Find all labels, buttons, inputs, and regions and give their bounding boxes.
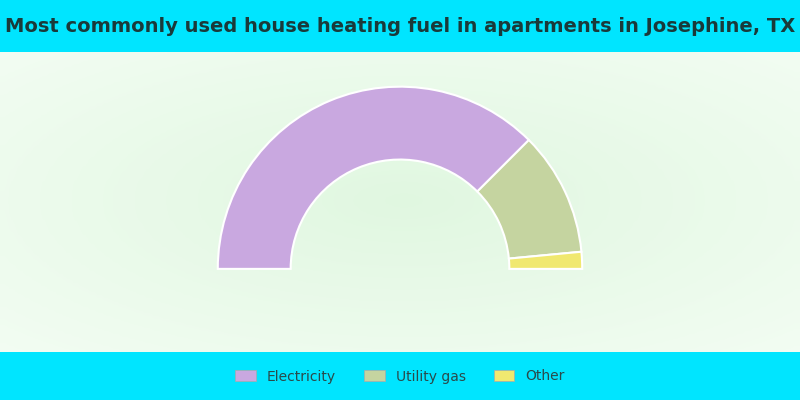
Wedge shape	[509, 252, 582, 269]
FancyBboxPatch shape	[0, 352, 800, 400]
Wedge shape	[478, 140, 582, 258]
Legend: Electricity, Utility gas, Other: Electricity, Utility gas, Other	[230, 364, 570, 389]
Text: Most commonly used house heating fuel in apartments in Josephine, TX: Most commonly used house heating fuel in…	[5, 16, 795, 36]
FancyBboxPatch shape	[0, 0, 800, 52]
Wedge shape	[218, 87, 529, 269]
